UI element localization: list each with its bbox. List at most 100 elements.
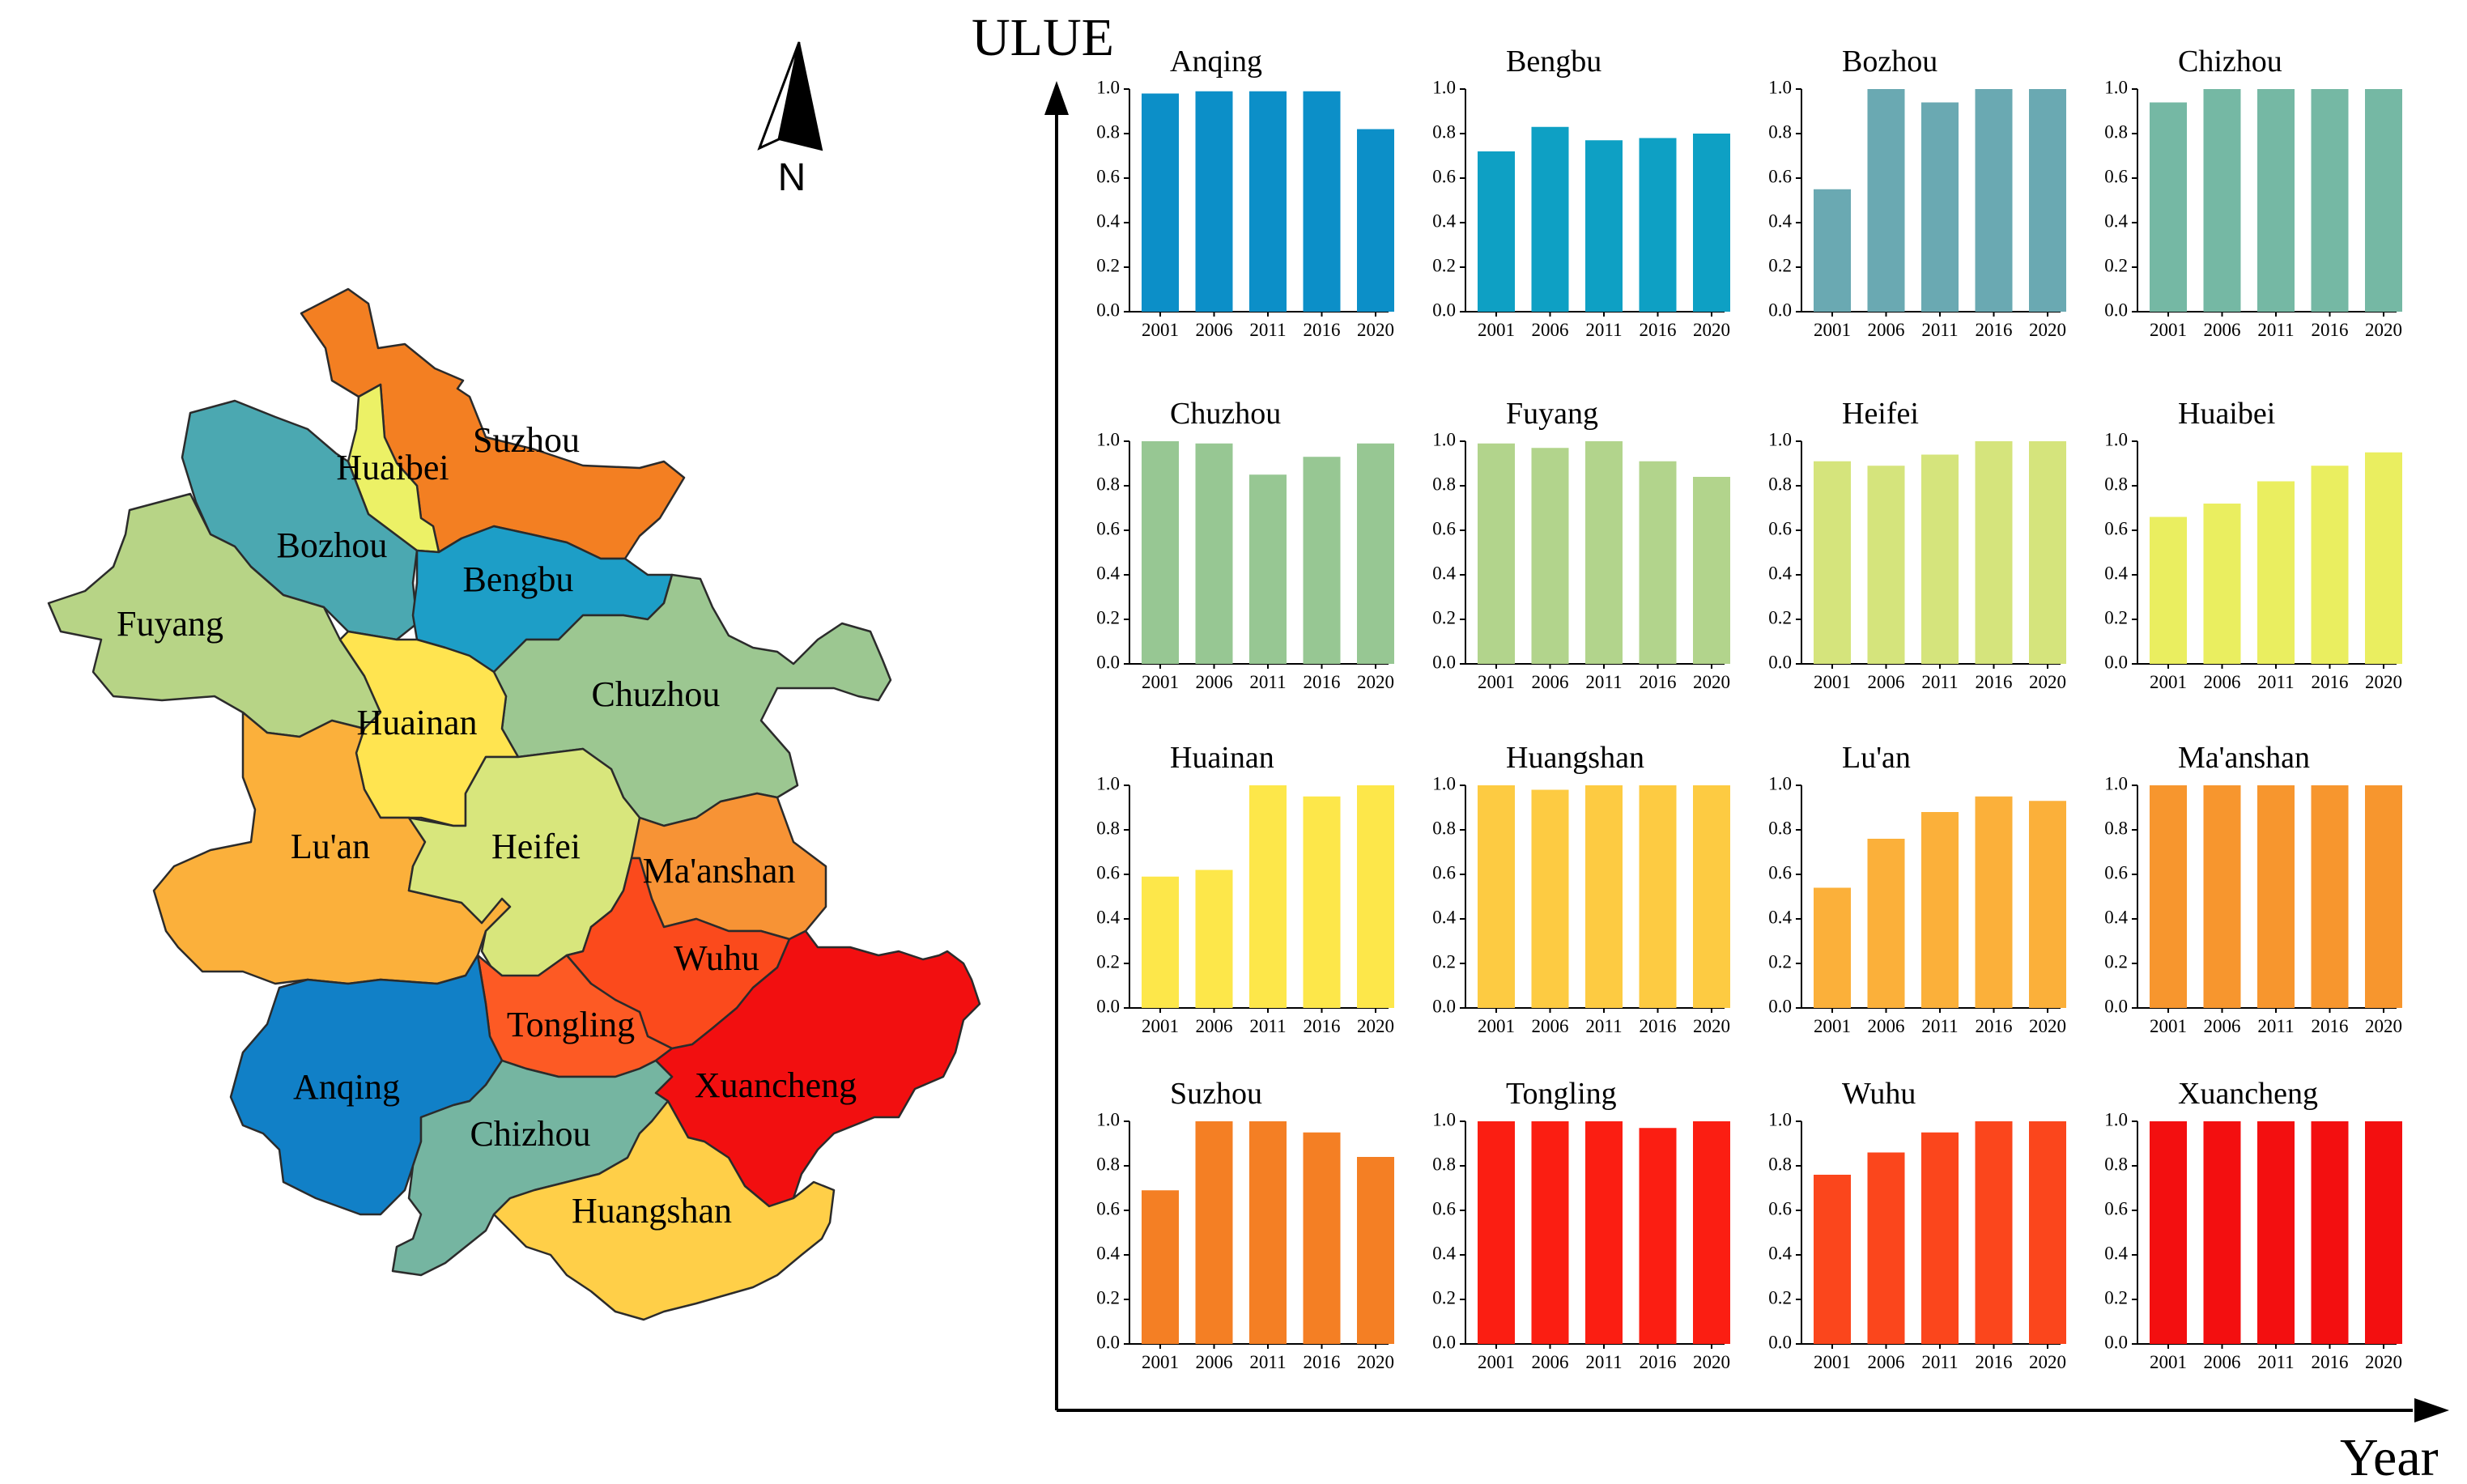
y-tick-label: 0.0 [1768,1332,1792,1352]
y-tick-label: 0.2 [1768,1287,1792,1308]
y-tick-label: 1.0 [1432,1109,1456,1129]
y-tick-label: 1.0 [1096,773,1120,793]
y-tick-label: 0.2 [2104,255,2128,275]
x-tick-label: 2016 [1976,1352,2013,1372]
x-tick-label: 2011 [2257,1352,2294,1372]
bar-2011 [2257,1121,2295,1344]
x-tick-label: 2006 [1868,672,1905,692]
x-tick-label: 2001 [2150,672,2187,692]
bar-2011 [1921,454,1959,664]
bar-2006 [1867,1152,1905,1344]
panel-title: Anqing [1170,45,1262,79]
x-tick-label: 2001 [1814,320,1851,340]
panel-title: Ma'anshan [2178,741,2310,775]
bar-2016 [2311,785,2349,1008]
y-tick-label: 0.8 [1432,818,1456,838]
map-label-luan: Lu'an [291,827,370,866]
x-tick-label: 2016 [2312,672,2349,692]
bar-2006 [1867,839,1905,1008]
map-label-bengbu: Bengbu [463,559,574,599]
x-tick-label: 2020 [2029,1016,2066,1036]
x-tick-label: 2006 [1532,672,1569,692]
bar-2020 [1357,129,1394,312]
y-tick-label: 0.0 [1768,300,1792,320]
bar-panel-heifei: Heifei 0.0 0.2 0.4 0.6 0.8 1.0 2001 2006 2011 2016… [1768,397,2066,692]
map-label-tongling: Tongling [507,1005,635,1044]
y-tick-label: 0.2 [1768,255,1792,275]
bar-2001 [1478,151,1515,312]
panel-title: Chuzhou [1170,397,1281,431]
x-tick-label: 2020 [1357,672,1394,692]
map-label-maanshan: Ma'anshan [643,851,796,891]
bar-2006 [1531,789,1569,1008]
bar-2006 [1195,91,1233,312]
y-tick-label: 0.0 [1432,1332,1456,1352]
x-tick-label: 2001 [1814,1016,1851,1036]
y-tick-label: 0.6 [2104,166,2128,186]
bar-2016 [1639,138,1677,312]
bar-2011 [2257,89,2295,312]
bar-chart-panels: Anqing 0.0 0.2 0.4 0.6 0.8 1.0 2001 2006 2011 2016… [1096,45,2402,1372]
bar-2020 [1693,785,1730,1008]
bar-2006 [1531,448,1569,664]
bar-panel-huaibei: Huaibei 0.0 0.2 0.4 0.6 0.8 1.0 2001 2006 2011 201… [2104,397,2402,692]
bar-2006 [2203,504,2241,664]
x-tick-label: 2020 [1357,320,1394,340]
y-tick-label: 0.0 [1768,652,1792,672]
x-tick-label: 2020 [2365,320,2402,340]
y-tick-label: 1.0 [2104,429,2128,449]
map-label-chuzhou: Chuzhou [592,674,721,714]
x-tick-label: 2016 [1304,1016,1341,1036]
bar-2011 [1249,1121,1287,1344]
bar-panel-huangshan: Huangshan 0.0 0.2 0.4 0.6 0.8 1.0 2001 2006 2011 2… [1432,741,1730,1036]
bar-2001 [1142,1190,1179,1344]
bar-2020 [1693,1121,1730,1344]
y-tick-label: 0.4 [1768,1243,1792,1263]
bar-2006 [1195,1121,1233,1344]
y-tick-label: 0.8 [1768,818,1792,838]
x-tick-label: 2020 [1693,1016,1730,1036]
y-tick-label: 0.6 [1432,862,1456,882]
x-tick-label: 2001 [1478,1016,1515,1036]
main-axes [1044,81,2449,1422]
x-tick-label: 2020 [1357,1352,1394,1372]
y-tick-label: 0.8 [1432,474,1456,494]
bar-2006 [2203,89,2241,312]
bar-panel-xuancheng: Xuancheng 0.0 0.2 0.4 0.6 0.8 1.0 2001 2006 2011 2… [2104,1077,2402,1372]
y-tick-label: 0.6 [1096,1198,1120,1218]
panel-title: Suzhou [1170,1077,1262,1111]
x-tick-label: 2011 [1921,1016,1958,1036]
x-tick-label: 2016 [1976,1016,2013,1036]
x-tick-label: 2006 [2204,320,2241,340]
bar-2006 [2203,785,2241,1008]
y-tick-label: 0.6 [1768,862,1792,882]
y-tick-label: 0.2 [1096,1287,1120,1308]
x-tick-label: 2006 [1868,320,1905,340]
bar-panel-chuzhou: Chuzhou 0.0 0.2 0.4 0.6 0.8 1.0 2001 2006 2011 201… [1096,397,1394,692]
x-tick-label: 2001 [1142,1016,1179,1036]
y-tick-label: 0.0 [1096,652,1120,672]
x-tick-label: 2006 [1868,1352,1905,1372]
bar-2011 [1249,785,1287,1008]
y-tick-label: 0.4 [1096,907,1120,927]
bar-2011 [1249,474,1287,664]
bar-2001 [2150,1121,2187,1344]
bar-2016 [1303,796,1341,1008]
panel-title: Wuhu [1842,1077,1916,1111]
x-tick-label: 2016 [1976,320,2013,340]
x-tick-label: 2001 [2150,1352,2187,1372]
y-tick-label: 0.4 [1432,563,1456,583]
bar-2020 [2029,1121,2066,1344]
x-tick-label: 2011 [1249,1352,1286,1372]
y-tick-label: 1.0 [2104,77,2128,97]
y-tick-label: 0.2 [1432,255,1456,275]
x-tick-label: 2011 [1585,1352,1622,1372]
map-label-anqing: Anqing [293,1067,400,1107]
x-tick-label: 2020 [1693,320,1730,340]
bar-2001 [1814,887,1851,1008]
y-tick-label: 1.0 [1768,429,1792,449]
x-tick-label: 2011 [1249,1016,1286,1036]
x-tick-label: 2011 [1585,1016,1622,1036]
x-tick-label: 2016 [2312,320,2349,340]
x-tick-label: 2016 [2312,1352,2349,1372]
